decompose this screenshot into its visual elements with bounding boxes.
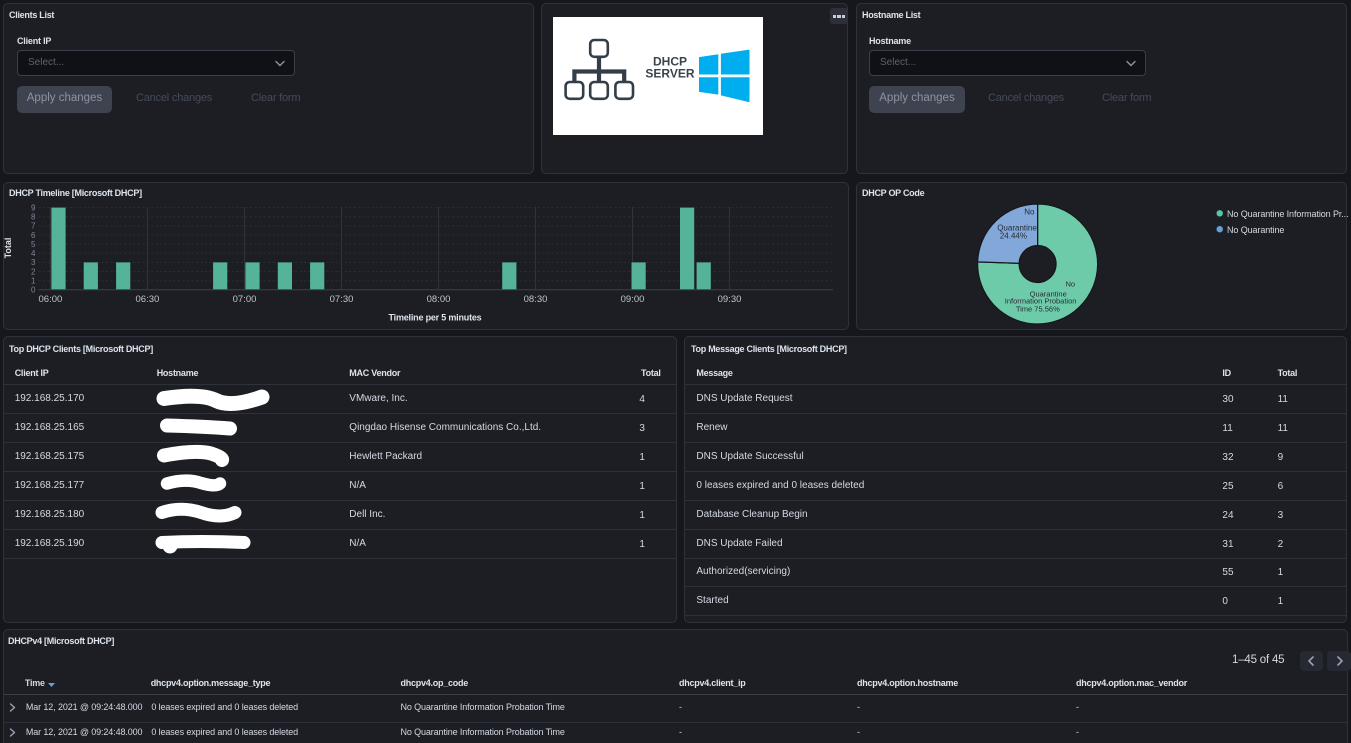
svg-text:1: 1 xyxy=(31,276,36,285)
svg-text:Timeline per 5 minutes: Timeline per 5 minutes xyxy=(389,313,482,323)
svg-text:08:00: 08:00 xyxy=(427,294,451,305)
svg-text:08:30: 08:30 xyxy=(524,294,548,305)
svg-text:4: 4 xyxy=(31,249,36,258)
svg-text:0: 0 xyxy=(31,286,36,295)
svg-text:2: 2 xyxy=(31,267,36,276)
svg-text:SERVER: SERVER xyxy=(645,66,694,80)
svg-text:07:30: 07:30 xyxy=(330,294,354,305)
svg-text:6: 6 xyxy=(31,231,36,240)
svg-text:07:00: 07:00 xyxy=(233,294,257,305)
svg-text:9: 9 xyxy=(31,203,36,212)
svg-text:06:00: 06:00 xyxy=(39,294,63,305)
svg-text:7: 7 xyxy=(31,222,36,231)
svg-text:Total: Total xyxy=(4,238,13,259)
svg-text:3: 3 xyxy=(31,258,36,267)
svg-text:DHCP: DHCP xyxy=(653,54,687,68)
svg-text:09:30: 09:30 xyxy=(718,294,742,305)
svg-text:5: 5 xyxy=(31,240,36,249)
svg-text:09:00: 09:00 xyxy=(621,294,645,305)
svg-text:8: 8 xyxy=(31,213,36,222)
svg-text:06:30: 06:30 xyxy=(136,294,160,305)
